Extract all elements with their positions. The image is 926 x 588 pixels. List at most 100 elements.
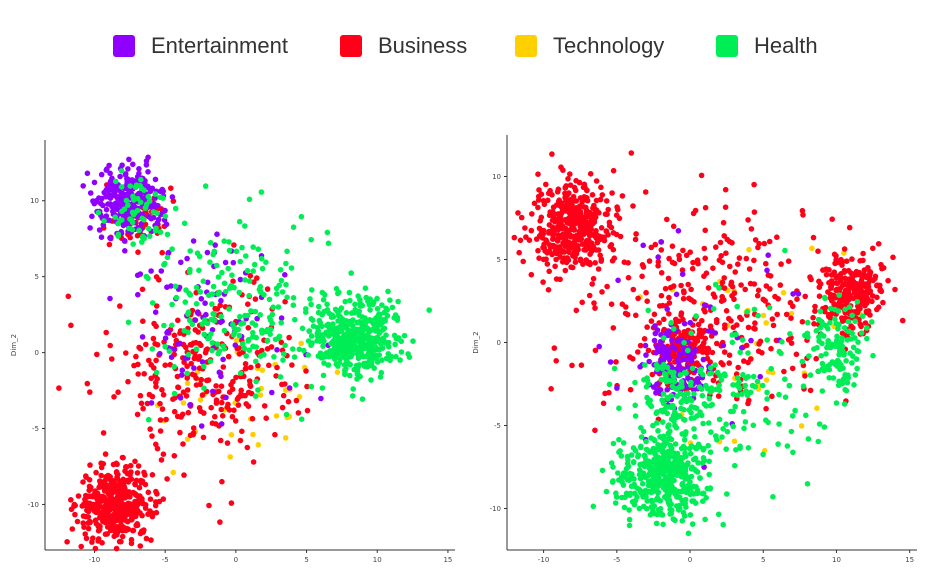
point-business <box>855 307 861 314</box>
point-business <box>661 316 667 323</box>
point-business <box>583 237 590 244</box>
point-business <box>867 268 873 275</box>
point-business <box>168 185 174 191</box>
point-business <box>609 190 615 196</box>
point-health <box>712 362 718 368</box>
point-business <box>184 387 191 393</box>
point-health <box>379 357 385 363</box>
point-health <box>342 298 349 305</box>
point-business <box>205 377 212 383</box>
legend-item-business[interactable]: Business <box>340 26 467 66</box>
point-health <box>162 260 168 267</box>
point-health <box>682 431 689 437</box>
point-entertainment <box>646 358 652 365</box>
point-entertainment <box>202 300 208 306</box>
point-business <box>147 426 153 432</box>
point-business <box>105 472 111 479</box>
point-business <box>278 339 285 346</box>
legend-item-health[interactable]: Health <box>716 26 818 66</box>
point-health <box>869 319 875 325</box>
point-health <box>152 227 159 234</box>
point-health <box>237 370 244 376</box>
point-business <box>670 223 677 230</box>
point-health <box>792 407 798 414</box>
point-business <box>833 286 840 293</box>
point-health <box>824 363 830 370</box>
point-business <box>148 375 154 382</box>
point-health <box>803 412 809 419</box>
point-health <box>316 303 322 310</box>
point-business <box>861 290 867 297</box>
point-health <box>362 341 369 347</box>
point-health <box>687 512 694 518</box>
point-business <box>576 204 583 211</box>
point-business <box>850 325 856 331</box>
point-health <box>704 485 711 492</box>
point-business <box>695 260 701 267</box>
point-business <box>593 235 600 241</box>
point-entertainment <box>107 295 113 302</box>
point-business <box>196 340 203 347</box>
point-health <box>162 343 168 350</box>
point-business <box>751 257 757 264</box>
point-business <box>273 373 279 379</box>
point-health <box>651 450 658 456</box>
point-entertainment <box>158 268 165 274</box>
point-health <box>854 365 860 372</box>
point-health <box>389 304 396 311</box>
point-health <box>272 336 279 343</box>
point-health <box>626 507 632 513</box>
point-business <box>655 259 662 265</box>
point-business <box>84 507 90 514</box>
point-business <box>690 259 696 266</box>
point-health <box>688 330 694 336</box>
point-business <box>719 293 725 300</box>
legend-label-health: Health <box>754 33 818 58</box>
point-entertainment <box>220 356 226 363</box>
point-business <box>578 362 585 368</box>
point-business <box>160 392 167 398</box>
point-health <box>742 419 749 425</box>
point-business <box>89 539 95 545</box>
point-entertainment <box>190 238 197 244</box>
point-health <box>672 491 679 497</box>
point-health <box>339 326 346 332</box>
point-business <box>709 349 716 356</box>
point-business <box>716 257 723 263</box>
point-entertainment <box>104 193 111 200</box>
point-technology <box>257 392 264 398</box>
point-health <box>632 379 638 386</box>
point-business <box>751 281 758 287</box>
point-business <box>722 204 729 210</box>
point-health <box>755 312 761 319</box>
point-business <box>93 509 99 516</box>
point-health <box>283 281 289 288</box>
point-business <box>849 256 855 262</box>
point-technology <box>334 369 341 375</box>
legend-item-entertainment[interactable]: Entertainment <box>113 26 288 66</box>
point-health <box>681 513 688 519</box>
point-business <box>148 537 154 543</box>
point-business <box>193 382 200 388</box>
point-health <box>665 424 671 430</box>
legend-swatch-health <box>716 35 738 57</box>
point-business <box>114 474 120 481</box>
point-health <box>376 336 383 343</box>
point-health <box>819 388 826 394</box>
point-health <box>333 349 340 356</box>
point-business <box>728 279 735 286</box>
point-health <box>336 307 343 314</box>
point-health <box>244 267 251 274</box>
point-business <box>87 389 93 395</box>
point-health <box>307 296 313 302</box>
point-business <box>752 237 759 243</box>
point-health <box>277 374 284 380</box>
point-health <box>184 370 191 377</box>
legend-item-technology[interactable]: Technology <box>515 26 664 66</box>
point-health <box>743 388 749 394</box>
point-business <box>104 518 111 524</box>
point-business <box>592 208 599 214</box>
point-entertainment <box>210 388 216 395</box>
point-health <box>648 504 655 510</box>
point-business <box>133 508 140 514</box>
